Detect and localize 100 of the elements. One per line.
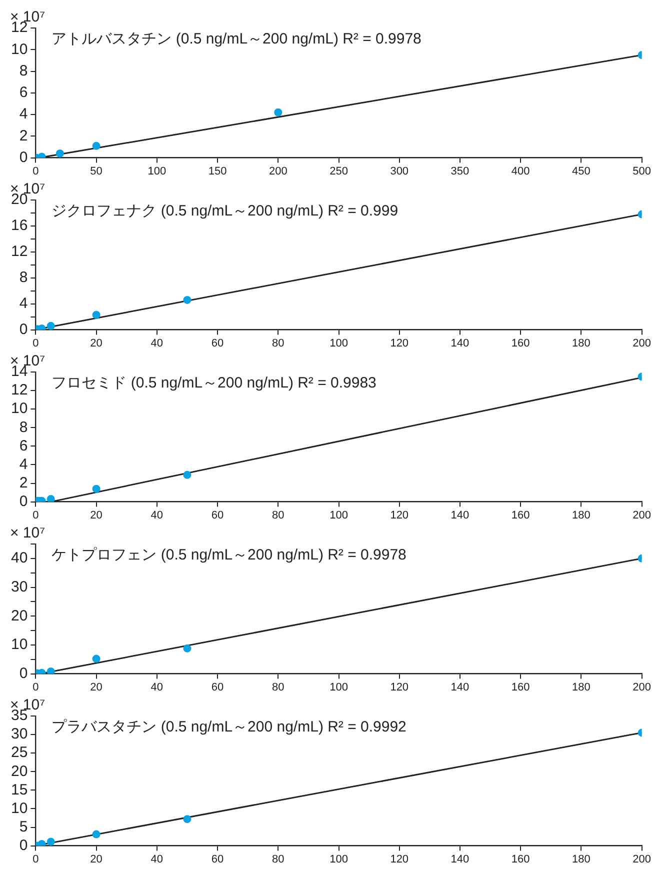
- x-tick-label: 300: [390, 165, 409, 178]
- x-tick-label: 120: [390, 853, 409, 866]
- y-tick-label: 2: [19, 127, 28, 144]
- y-tick-label: 10: [10, 400, 28, 418]
- y-tick-label: 0: [19, 492, 28, 510]
- x-tick-label: 40: [150, 681, 164, 694]
- x-tick-label: 0: [32, 165, 39, 178]
- x-tick-label: 160: [511, 337, 530, 350]
- x-tick-label: 450: [572, 165, 590, 178]
- x-tick-label: 200: [268, 165, 288, 178]
- y-tick-label: 16: [10, 217, 28, 234]
- x-tick-label: 20: [90, 853, 102, 866]
- point: [46, 322, 55, 330]
- point: [183, 296, 192, 304]
- x-tick-label: 500: [632, 165, 652, 178]
- x-tick-label: 100: [330, 681, 348, 694]
- x-tick-label: 250: [330, 165, 348, 178]
- y-tick-label: 10: [10, 40, 28, 58]
- y-tick-label: 0: [19, 664, 28, 682]
- x-tick-label: 160: [511, 853, 530, 866]
- x-tick-label: 100: [148, 165, 166, 178]
- x-tick-label: 200: [632, 853, 652, 866]
- x-tick-label: 20: [90, 337, 102, 350]
- x-tick-label: 80: [272, 853, 284, 866]
- x-tick-label: 20: [90, 681, 102, 694]
- point: [46, 495, 55, 502]
- x-tick-label: 40: [150, 853, 164, 866]
- y-tick-label: 12: [10, 382, 28, 399]
- y-tick-label: 20: [10, 607, 28, 624]
- chart-title: アトルバスタチン (0.5 ng/mL～200 ng/mL) R² = 0.9978: [52, 30, 422, 48]
- y-tick-label: 6: [19, 84, 28, 102]
- x-tick-label: 100: [330, 509, 348, 522]
- y-tick-label: 0: [19, 148, 28, 166]
- point: [183, 470, 192, 479]
- x-tick-label: 80: [272, 509, 284, 522]
- y-tick-label: 8: [19, 62, 28, 80]
- x-tick-label: 140: [450, 337, 470, 350]
- point: [274, 108, 282, 116]
- x-tick-label: 140: [450, 681, 470, 694]
- x-tick-label: 0: [32, 337, 39, 350]
- point: [183, 815, 192, 824]
- x-tick-label: 350: [450, 165, 470, 178]
- point: [92, 484, 100, 493]
- x-tick-label: 50: [90, 165, 102, 178]
- x-tick-label: 0: [32, 853, 39, 866]
- x-tick-label: 80: [272, 681, 284, 694]
- chart-title: フロセミド (0.5 ng/mL～200 ng/mL) R² = 0.9983: [52, 374, 376, 392]
- x-tick-label: 120: [390, 509, 409, 522]
- point: [92, 142, 100, 150]
- y-tick-label: 5: [19, 818, 28, 836]
- x-tick-label: 180: [572, 509, 590, 522]
- y-tick-label: 10: [10, 800, 28, 817]
- x-tick-label: 200: [632, 337, 652, 350]
- point: [183, 644, 192, 652]
- x-tick-label: 200: [632, 509, 652, 522]
- point: [56, 149, 64, 158]
- x-tick-label: 120: [390, 337, 409, 350]
- y-tick-label: 2: [19, 474, 28, 492]
- x-tick-label: 20: [90, 509, 102, 522]
- x-tick-label: 40: [150, 337, 164, 350]
- y-tick-label: 30: [10, 578, 28, 596]
- y-tick-label: 8: [19, 418, 28, 436]
- chart-title: ケトプロフェン (0.5 ng/mL～200 ng/mL) R² = 0.9978: [52, 546, 406, 564]
- x-tick-label: 60: [211, 853, 224, 866]
- y-tick-label: 15: [10, 781, 28, 798]
- x-tick-label: 60: [211, 337, 224, 350]
- point: [46, 667, 55, 674]
- x-tick-label: 40: [150, 509, 164, 522]
- x-tick-label: 100: [330, 853, 348, 866]
- x-tick-label: 100: [330, 337, 348, 350]
- y-tick-label: 4: [19, 456, 28, 473]
- point: [92, 310, 100, 319]
- x-tick-label: 80: [272, 337, 284, 350]
- y-tick-label: 10: [10, 636, 28, 654]
- point: [92, 654, 100, 663]
- x-tick-label: 180: [572, 853, 590, 866]
- y-tick-label: 6: [19, 437, 28, 454]
- y-tick-label: 0: [19, 320, 28, 338]
- x-tick-label: 140: [450, 853, 470, 866]
- x-tick-label: 160: [511, 509, 530, 522]
- y-tick-label: 25: [10, 744, 28, 762]
- x-tick-label: 400: [511, 165, 530, 178]
- x-tick-label: 0: [32, 681, 39, 694]
- y-tick-label: 40: [10, 550, 28, 567]
- x-tick-label: 180: [572, 337, 590, 350]
- x-tick-label: 140: [450, 509, 470, 522]
- x-tick-label: 150: [208, 165, 227, 178]
- chart-title: ジクロフェナク (0.5 ng/mL～200 ng/mL) R² = 0.999: [52, 202, 398, 220]
- x-tick-label: 160: [511, 681, 530, 694]
- x-tick-label: 0: [32, 509, 39, 522]
- point: [92, 830, 100, 838]
- y-axis-title: × 10⁷: [10, 524, 46, 542]
- x-tick-label: 180: [572, 681, 590, 694]
- y-tick-label: 30: [10, 726, 28, 743]
- x-tick-label: 60: [211, 681, 224, 694]
- x-tick-label: 200: [632, 681, 652, 694]
- point: [46, 838, 55, 846]
- y-tick-label: 20: [10, 762, 28, 780]
- y-tick-label: 4: [19, 106, 28, 123]
- x-tick-label: 60: [211, 509, 224, 522]
